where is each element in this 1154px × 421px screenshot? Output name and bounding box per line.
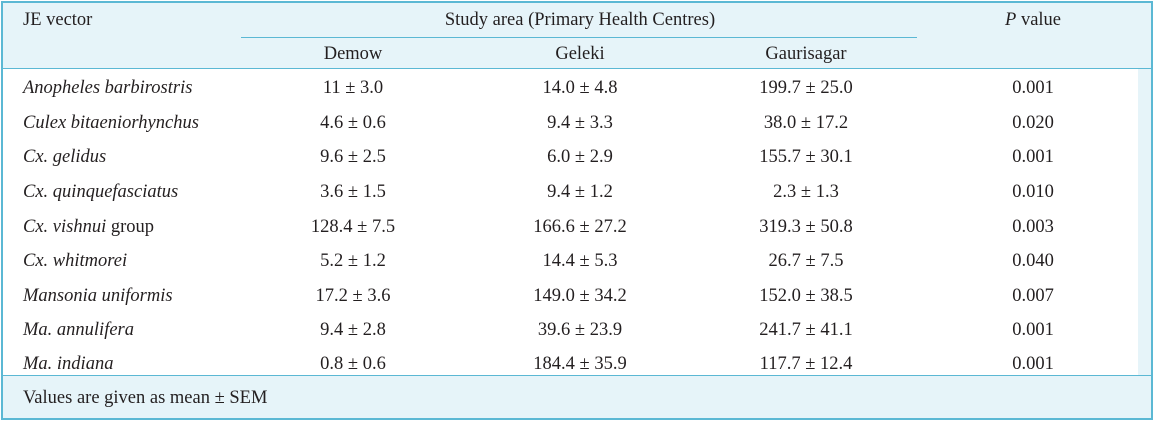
cell-geleki: 9.4 ± 3.3: [547, 113, 613, 133]
cell-gaurisagar: 117.7 ± 12.4: [759, 354, 853, 374]
cell-demow: 17.2 ± 3.6: [315, 286, 391, 306]
header-col-gaurisagar: Gaurisagar: [765, 44, 847, 64]
cell-geleki: 9.4 ± 1.2: [547, 182, 613, 202]
cell-gaurisagar: 155.7 ± 30.1: [759, 147, 853, 167]
header-col-geleki: Geleki: [555, 44, 605, 64]
cell-vector-rest: group: [106, 217, 155, 237]
table-row: Cx. quinquefasciatus 3.6 ± 1.5 9.4 ± 1.2 2.…: [3, 181, 1138, 215]
cell-vector: Cx. whitmorei: [23, 250, 127, 272]
cell-vector-italic: Anopheles barbirostris: [23, 78, 193, 98]
table-body-panel: [3, 69, 1138, 375]
table-row: Mansonia uniformis 17.2 ± 3.6 149.0 ± 34.2…: [3, 285, 1138, 319]
cell-vector-italic: Culex bitaeniorhynchus: [23, 113, 199, 133]
cell-gaurisagar: 26.7 ± 7.5: [768, 251, 844, 271]
table-row: Cx. whitmorei 5.2 ± 1.2 14.4 ± 5.3 26.7 ± 7…: [3, 250, 1138, 284]
cell-vector: Anopheles barbirostris: [23, 77, 192, 99]
cell-geleki: 14.0 ± 4.8: [542, 78, 618, 98]
table-row: Culex bitaeniorhynchus 4.6 ± 0.6 9.4 ± 3.3…: [3, 112, 1138, 146]
table-row: Cx. vishnui group 128.4 ± 7.5 166.6 ± 27.2…: [3, 216, 1138, 250]
cell-geleki: 166.6 ± 27.2: [533, 217, 627, 237]
cell-pvalue: 0.020: [1012, 113, 1054, 133]
cell-pvalue: 0.003: [1012, 217, 1054, 237]
table-row: Anopheles barbirostris 11 ± 3.0 14.0 ± 4.8…: [3, 77, 1138, 111]
cell-vector-italic: Ma. indiana: [23, 354, 114, 374]
footer-top-rule: [3, 375, 1151, 376]
table-row: Cx. gelidus 9.6 ± 2.5 6.0 ± 2.9 155.7 ± 30.…: [3, 146, 1138, 180]
header-jevector: JE vector: [23, 10, 93, 30]
header-pvalue: P value: [1005, 9, 1061, 31]
cell-geleki: 6.0 ± 2.9: [547, 147, 613, 167]
table-row: Ma. indiana 0.8 ± 0.6 184.4 ± 35.9 117.7 ± …: [3, 353, 1138, 387]
cell-demow: 11 ± 3.0: [322, 78, 384, 98]
cell-vector-italic: Cx. gelidus: [23, 147, 107, 167]
cell-pvalue: 0.001: [1012, 320, 1054, 340]
header-group-rule: [241, 37, 917, 38]
cell-gaurisagar: 2.3 ± 1.3: [773, 182, 839, 202]
cell-vector: Mansonia uniformis: [23, 285, 173, 307]
cell-pvalue: 0.010: [1012, 182, 1054, 202]
cell-vector: Cx. gelidus: [23, 146, 106, 168]
cell-demow: 4.6 ± 0.6: [320, 113, 386, 133]
header-study-area: Study area (Primary Health Centres): [444, 10, 716, 30]
header-pvalue-rest: value: [1016, 10, 1061, 30]
cell-vector: Cx. vishnui group: [23, 216, 154, 238]
cell-vector-italic: Cx. vishnui: [23, 217, 107, 237]
cell-vector: Ma. annulifera: [23, 319, 134, 341]
cell-geleki: 184.4 ± 35.9: [533, 354, 627, 374]
cell-gaurisagar: 319.3 ± 50.8: [759, 217, 853, 237]
cell-vector: Cx. quinquefasciatus: [23, 181, 178, 203]
cell-vector-italic: Cx. whitmorei: [23, 251, 128, 271]
cell-gaurisagar: 241.7 ± 41.1: [759, 320, 853, 340]
cell-gaurisagar: 199.7 ± 25.0: [759, 78, 853, 98]
cell-vector-italic: Cx. quinquefasciatus: [23, 182, 179, 202]
cell-geleki: 14.4 ± 5.3: [542, 251, 618, 271]
table-footnote: Values are given as mean ± SEM: [23, 388, 268, 408]
cell-demow: 128.4 ± 7.5: [310, 217, 396, 237]
header-pvalue-italic: P: [1005, 10, 1017, 30]
cell-geleki: 149.0 ± 34.2: [533, 286, 627, 306]
cell-pvalue: 0.001: [1012, 78, 1054, 98]
cell-pvalue: 0.001: [1012, 354, 1054, 374]
cell-demow: 0.8 ± 0.6: [320, 354, 386, 374]
cell-demow: 3.6 ± 1.5: [320, 182, 386, 202]
cell-gaurisagar: 152.0 ± 38.5: [759, 286, 853, 306]
cell-vector-italic: Mansonia uniformis: [23, 286, 173, 306]
cell-vector: Ma. indiana: [23, 353, 113, 375]
header-bottom-rule: [3, 68, 1151, 69]
cell-pvalue: 0.001: [1012, 147, 1054, 167]
cell-pvalue: 0.007: [1012, 286, 1054, 306]
header-col-demow: Demow: [323, 44, 383, 64]
cell-vector: Culex bitaeniorhynchus: [23, 112, 199, 134]
cell-demow: 9.6 ± 2.5: [320, 147, 386, 167]
cell-pvalue: 0.040: [1012, 251, 1054, 271]
cell-demow: 5.2 ± 1.2: [320, 251, 386, 271]
cell-demow: 9.4 ± 2.8: [320, 320, 386, 340]
cell-gaurisagar: 38.0 ± 17.2: [763, 113, 849, 133]
table-row: Ma. annulifera 9.4 ± 2.8 39.6 ± 23.9 241.7 …: [3, 319, 1138, 353]
cell-geleki: 39.6 ± 23.9: [537, 320, 623, 340]
cell-vector-italic: Ma. annulifera: [23, 320, 134, 340]
